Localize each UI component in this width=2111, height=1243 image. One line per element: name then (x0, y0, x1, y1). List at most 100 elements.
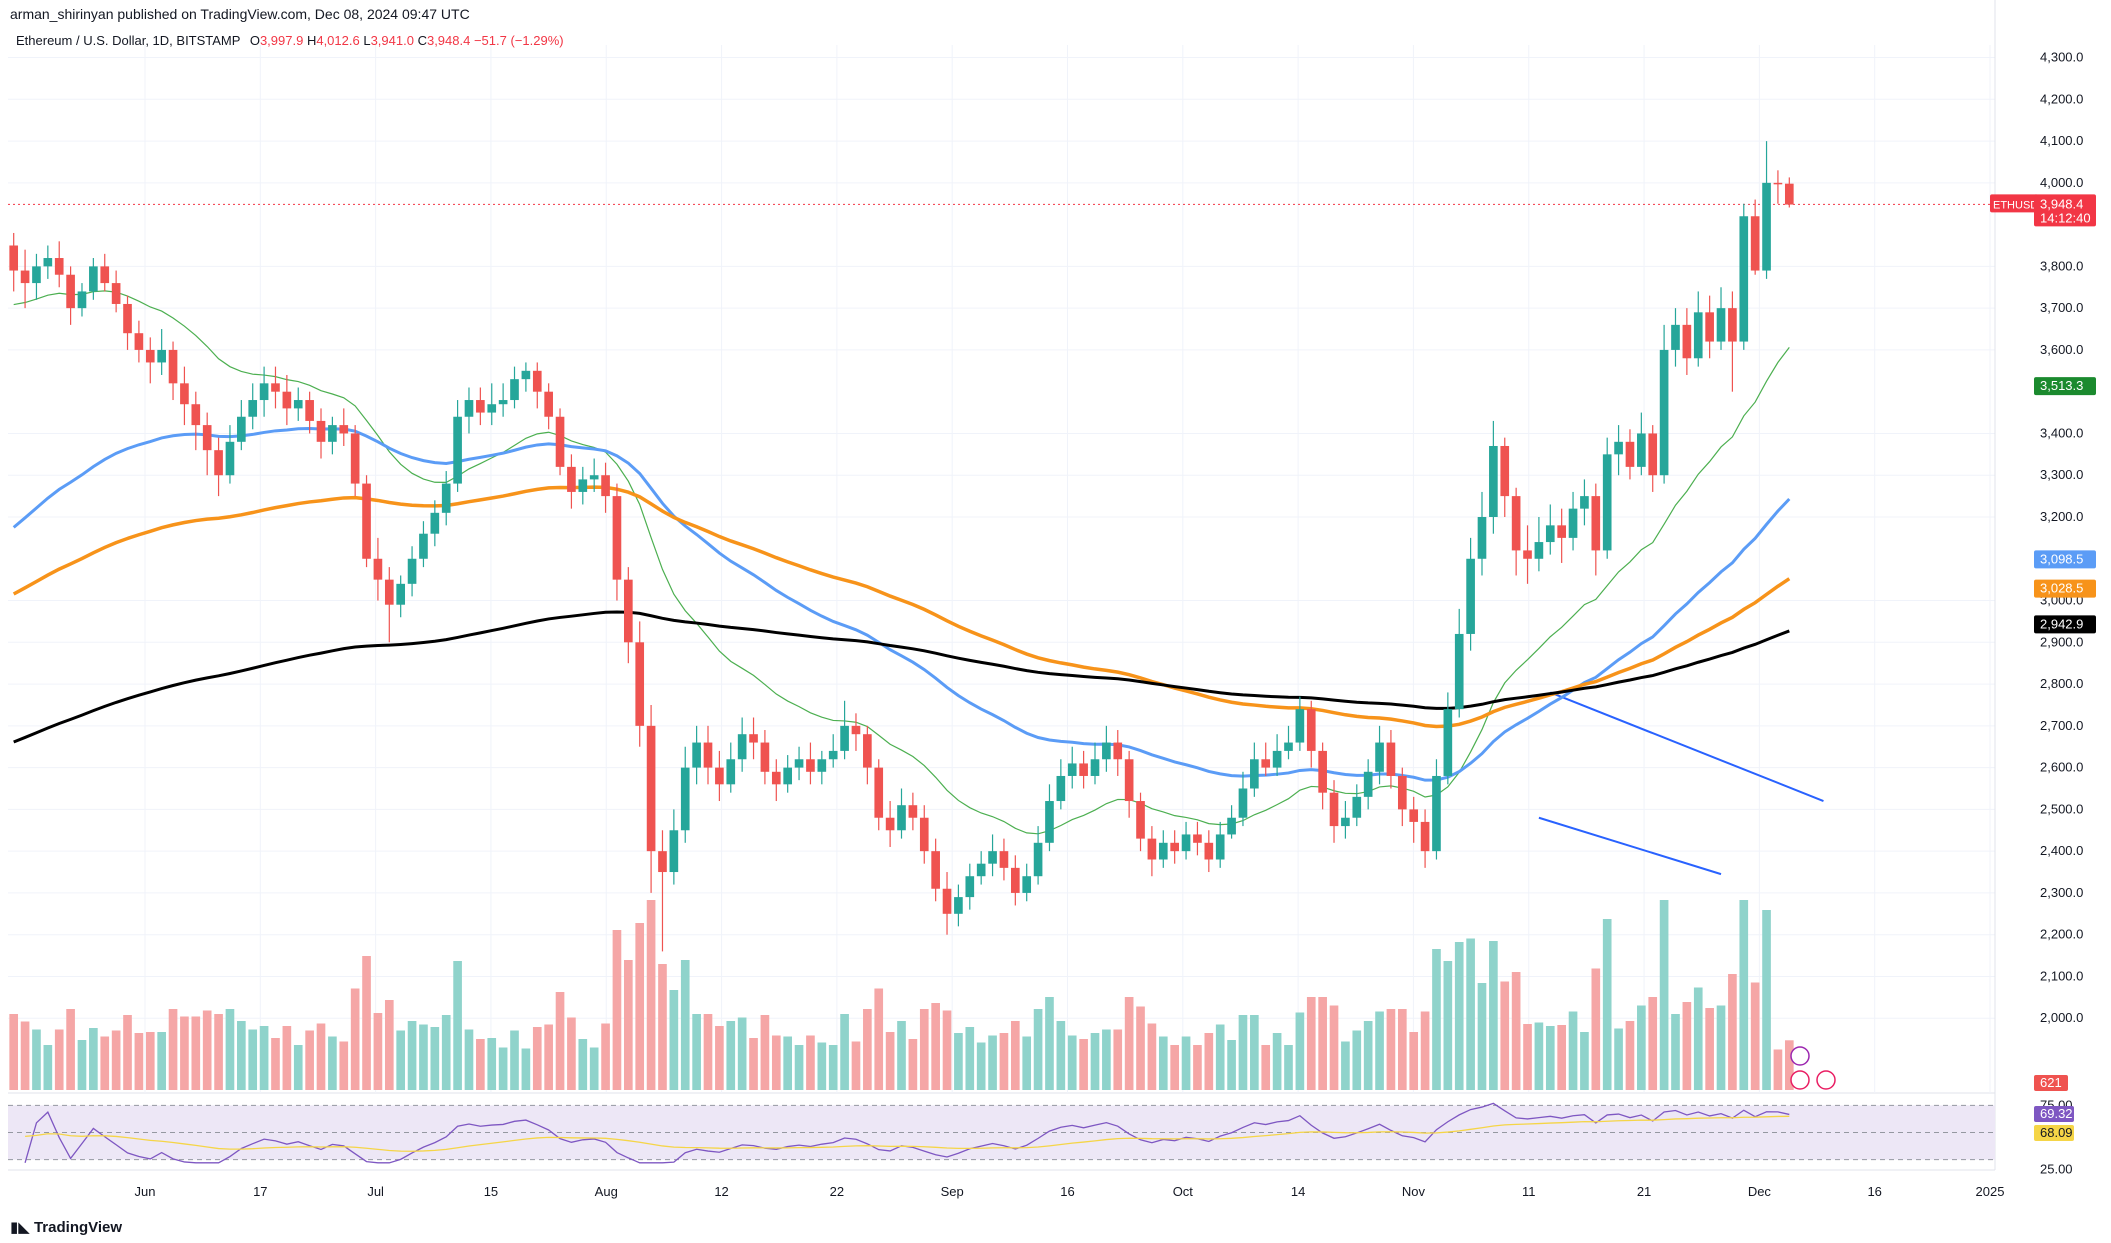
candle-body (1318, 750, 1327, 793)
volume-bar (1352, 1030, 1362, 1090)
price-tick-label: 2,500.0 (2040, 801, 2083, 816)
volume-bar (840, 1014, 849, 1090)
candle-body (293, 400, 303, 409)
volume-bar (999, 1033, 1009, 1090)
candle-body (1466, 558, 1475, 634)
volume-bar (555, 992, 565, 1090)
candle-body (578, 479, 588, 492)
price-chart[interactable]: 4,300.0 4,200.0 4,100.0 4,000.0 3,800.0 3,700… (0, 0, 2111, 1215)
change-value: −51.7 (−1.29%) (473, 33, 564, 48)
candle-body (1284, 742, 1293, 751)
volume-bar (1193, 1045, 1202, 1090)
candle-body (157, 349, 166, 363)
volume-bar (919, 1009, 929, 1090)
candle-body (544, 391, 553, 417)
volume-bar (225, 1009, 235, 1090)
volume-bar (1443, 961, 1453, 1090)
time-tick-label: Oct (1173, 1184, 1194, 1199)
volume-bar (32, 1029, 41, 1090)
volume-bar (874, 988, 884, 1090)
price-tick-label: 2,400.0 (2040, 843, 2083, 858)
volume-bar (1454, 942, 1464, 1090)
candle-body (749, 734, 758, 743)
volume-bar (646, 900, 656, 1090)
price-axis[interactable]: 4,300.0 4,200.0 4,100.0 4,000.0 3,800.0 3,700… (2040, 50, 2083, 1177)
time-tick-label: 2025 (1976, 1184, 2005, 1199)
volume-bar (1432, 949, 1441, 1090)
candle-body (1147, 838, 1157, 860)
volume-bar (1659, 900, 1669, 1090)
volume-bar (1682, 1002, 1692, 1090)
candle-body (1534, 542, 1544, 559)
volume-tag: 621 (2040, 1075, 2062, 1090)
candle-body (100, 266, 110, 284)
candle-body (180, 383, 189, 405)
candle-body (976, 863, 986, 877)
candle-body (1079, 763, 1088, 776)
volume-bar (123, 1015, 132, 1090)
candle-body (487, 404, 497, 413)
brand-label: TradingView (33, 1219, 123, 1236)
volume-bar (350, 988, 360, 1090)
volume-bar (1386, 1009, 1396, 1090)
trendlines (1538, 691, 1824, 876)
candle-body (965, 876, 975, 898)
ma50-tag: 3,098.5 (2040, 551, 2083, 566)
candle-body (1750, 216, 1760, 271)
candle-body (863, 734, 872, 768)
time-axis[interactable]: Jun 17 Jul 15 Aug 12 22 Sep 16 Oct 14 Nov 11 21 Dec 16 2… (135, 1184, 2005, 1199)
candle-body (1010, 867, 1020, 893)
time-tick-label: Sep (941, 1184, 964, 1199)
price-tick-label: 3,300.0 (2040, 467, 2083, 482)
volume-bar (589, 1047, 599, 1090)
volume-bar (726, 1021, 736, 1090)
candle-body (1500, 445, 1510, 497)
volume-bar (1261, 1045, 1271, 1090)
candle-body (1090, 759, 1100, 776)
rsi-ma-tag: 68.09 (2040, 1125, 2073, 1140)
candle-body (851, 725, 861, 735)
candle-body (897, 805, 906, 831)
price-tag: 3,948.4 (2040, 196, 2083, 211)
candle-body (1716, 308, 1726, 342)
channel-upper-line (1549, 691, 1824, 802)
symbol-name: Ethereum / U.S. Dollar, 1D, BITSTAMP (16, 33, 241, 48)
volume-bar (931, 1003, 940, 1090)
candle-body (145, 349, 155, 363)
price-tick-label: 4,200.0 (2040, 91, 2083, 106)
volume-bar (77, 1040, 87, 1090)
rsi-ma-tag-bg (2034, 1125, 2074, 1141)
candle-body (919, 817, 929, 852)
candle-body (1477, 516, 1487, 559)
candle-body (350, 433, 360, 484)
candle-body (840, 725, 849, 751)
ma20-tag-bg (2034, 377, 2096, 396)
volume-bar (1614, 1028, 1623, 1090)
time-tick-label: Jul (367, 1184, 384, 1199)
candle-body (1170, 842, 1179, 852)
candle-body (715, 767, 724, 785)
volume-bar (1409, 1032, 1419, 1090)
candle-body (1261, 759, 1271, 768)
volume-bar (1716, 1005, 1726, 1090)
volume-bar (293, 1045, 303, 1090)
volume-bar (885, 1032, 895, 1090)
candle-body (1329, 792, 1339, 827)
volume-bar (453, 961, 462, 1090)
candle-body (1762, 182, 1771, 271)
volume-bar (851, 1041, 861, 1090)
ma20-line (13, 290, 1790, 835)
candle-body (1432, 775, 1441, 852)
time-tick-label: Dec (1748, 1184, 1772, 1199)
price-tick-label: 4,100.0 (2040, 133, 2083, 148)
volume-bar (1090, 1033, 1100, 1090)
time-tick-label: Nov (1402, 1184, 1426, 1199)
candle-body (316, 420, 326, 442)
volume-bar (1238, 1015, 1248, 1090)
close-label: C (417, 33, 427, 48)
ma100-tag-bg (2034, 579, 2096, 598)
candle-body (1648, 433, 1658, 476)
candle-body (373, 558, 383, 580)
candle-body (339, 425, 349, 434)
candle-body (601, 475, 610, 497)
